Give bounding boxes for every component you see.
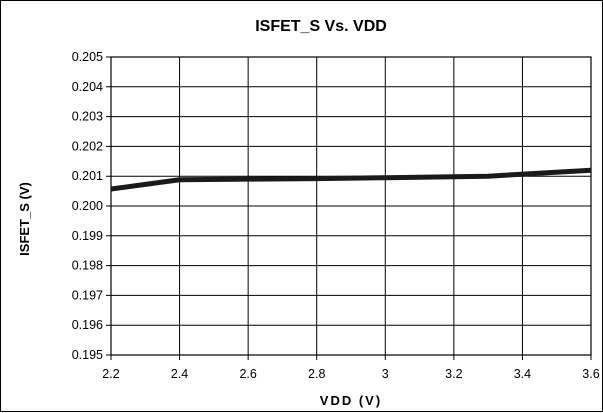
y-axis-ticks: 0.195 0.196 0.197 0.198 0.199 0.200 0.201 0.202… [72,50,103,362]
x-tick-label: 3.6 [582,367,599,381]
y-axis-label: ISFET_S (V) [17,182,32,256]
x-tick-label: 2.6 [239,367,256,381]
y-tick-label: 0.204 [72,80,103,94]
chart-title: ISFET_S Vs. VDD [255,18,387,35]
x-tick-label: 2.8 [308,367,325,381]
y-tick-label: 0.198 [72,259,103,273]
y-tick-label: 0.196 [72,318,103,332]
y-tick-label: 0.201 [72,169,103,183]
x-tick-label: 3.2 [445,367,462,381]
y-tick-label: 0.200 [72,199,103,213]
y-tick-label: 0.197 [72,288,103,302]
y-tick-label: 0.205 [72,50,103,64]
y-tick-label: 0.195 [72,348,103,362]
plot-area [110,56,592,356]
x-tick-label: 3 [382,367,389,381]
grid-lines [106,56,592,360]
y-tick-label: 0.202 [72,139,103,153]
x-axis-label: VDD (V) [320,393,382,408]
y-tick-label: 0.203 [72,110,103,124]
series-line-0 [110,167,592,192]
x-axis-ticks: 2.2 2.4 2.6 2.8 3 3.2 3.4 3.6 [102,367,599,381]
x-tick-label: 2.4 [171,367,188,381]
series-layer [110,167,592,192]
x-tick-label: 3.4 [514,367,531,381]
x-tick-label: 2.2 [102,367,119,381]
y-tick-label: 0.199 [72,229,103,243]
